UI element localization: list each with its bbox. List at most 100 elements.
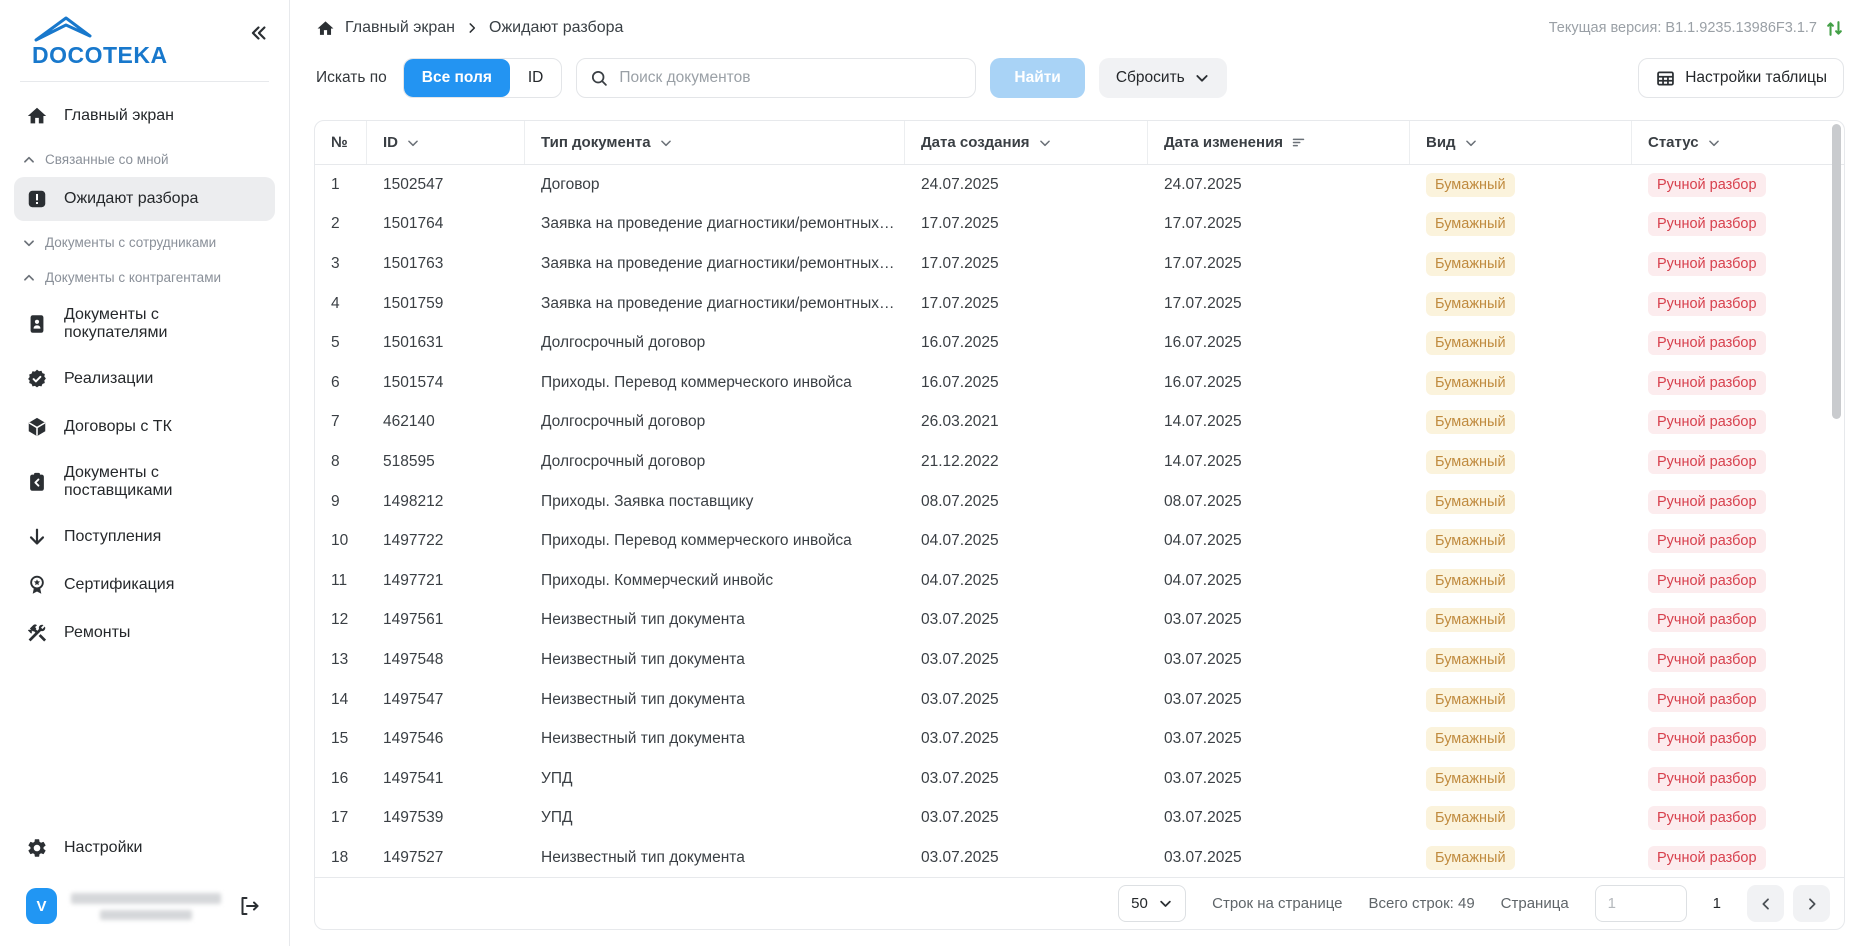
sidebar-item-pending[interactable]: Ожидают разбора [14, 177, 275, 221]
column-header-type[interactable]: Тип документа [525, 121, 905, 164]
page-input[interactable] [1594, 885, 1687, 922]
sidebar-section-related[interactable]: Связанные со мной [14, 140, 275, 175]
cell-num: 8 [331, 452, 340, 470]
cell-id: 1497527 [383, 848, 444, 866]
collapse-sidebar-icon[interactable] [247, 22, 269, 44]
sidebar-divider [20, 81, 269, 82]
cell-modified: 17.07.2025 [1164, 254, 1242, 272]
sidebar-section-contractors[interactable]: Документы с контрагентами [14, 258, 275, 293]
table-row[interactable]: 3 1501763 Заявка на проведение диагности… [315, 244, 1844, 284]
breadcrumb-home-icon[interactable] [316, 19, 335, 38]
gear-icon [26, 837, 48, 859]
cell-kind: Бумажный [1410, 251, 1632, 276]
cell-created: 03.07.2025 [921, 769, 999, 787]
sidebar-item-label: Сертификация [64, 576, 175, 593]
cell-status: Ручной разбор [1632, 251, 1844, 276]
version-info: Текущая версия: B1.1.9235.13986F3.1.7 [1549, 19, 1844, 38]
table-row[interactable]: 9 1498212 Приходы. Заявка поставщику 08.… [315, 482, 1844, 522]
cell-num: 17 [331, 809, 349, 827]
column-header-created[interactable]: Дата создания [905, 121, 1148, 164]
cell-modified: 08.07.2025 [1164, 492, 1242, 510]
sidebar-item-label: Главный экран [64, 107, 175, 124]
page-size-select[interactable]: 50 [1118, 885, 1187, 922]
cell-kind: Бумажный [1410, 687, 1632, 712]
user-card[interactable]: V [14, 872, 275, 928]
sidebar-item-label: Договоры с ТК [64, 418, 172, 435]
table-row[interactable]: 14 1497547 Неизвестный тип документа 03.… [315, 680, 1844, 720]
cell-kind: Бумажный [1410, 766, 1632, 791]
status-badge: Ручной разбор [1648, 410, 1766, 435]
cell-id: 1497722 [383, 532, 444, 550]
cell-created: 17.07.2025 [921, 254, 999, 272]
table-row[interactable]: 5 1501631 Долгосрочный договор 16.07.202… [315, 323, 1844, 363]
cell-status: Ручной разбор [1632, 568, 1844, 593]
table-body: 1 1502547 Договор 24.07.2025 24.07.2025 … [315, 165, 1844, 877]
cell-num: 12 [331, 611, 349, 629]
table-row[interactable]: 15 1497546 Неизвестный тип документа 03.… [315, 719, 1844, 759]
column-header-id[interactable]: ID [367, 121, 525, 164]
search-mode-toggle: Все поля ID [402, 58, 563, 98]
chevron-down-icon [408, 139, 418, 146]
cell-created: 03.07.2025 [921, 730, 999, 748]
sidebar-section-employees[interactable]: Документы с сотрудниками [14, 223, 275, 258]
sidebar-item-home[interactable]: Главный экран [14, 94, 275, 138]
table-row[interactable]: 18 1497527 Неизвестный тип документа 03.… [315, 838, 1844, 877]
find-button[interactable]: Найти [990, 58, 1085, 98]
column-header-num: № [315, 121, 367, 164]
sidebar-item-sales[interactable]: Реализации [14, 357, 275, 401]
table-row[interactable]: 11 1497721 Приходы. Коммерческий инвойс … [315, 561, 1844, 601]
cell-id: 462140 [383, 413, 435, 431]
table-row[interactable]: 4 1501759 Заявка на проведение диагности… [315, 284, 1844, 324]
sidebar: DOCOTEKA Главный экран Связанные со мной О… [0, 0, 290, 946]
cell-num: 7 [331, 413, 340, 431]
sidebar-item-buyers[interactable]: Документы с покупателями [14, 295, 275, 353]
status-badge: Ручной разбор [1648, 647, 1766, 672]
table-settings-button[interactable]: Настройки таблицы [1638, 58, 1844, 98]
cell-type: Неизвестный тип документа [541, 690, 745, 708]
table-row[interactable]: 13 1497548 Неизвестный тип документа 03.… [315, 640, 1844, 680]
toggle-all-fields[interactable]: Все поля [403, 59, 510, 97]
version-swap-icon[interactable] [1825, 19, 1844, 38]
table-row[interactable]: 6 1501574 Приходы. Перевод коммерческого… [315, 363, 1844, 403]
cell-status: Ручной разбор [1632, 687, 1844, 712]
logo-text: DOCOTEKA [32, 42, 168, 68]
table-row[interactable]: 2 1501764 Заявка на проведение диагности… [315, 205, 1844, 245]
sidebar-item-tk-contracts[interactable]: Договоры с ТК [14, 405, 275, 449]
breadcrumb-item-current: Ожидают разбора [489, 19, 624, 36]
cell-created: 17.07.2025 [921, 215, 999, 233]
cell-modified: 03.07.2025 [1164, 769, 1242, 787]
table-row[interactable]: 12 1497561 Неизвестный тип документа 03.… [315, 601, 1844, 641]
table-row[interactable]: 8 518595 Долгосрочный договор 21.12.2022… [315, 442, 1844, 482]
sidebar-item-receipts[interactable]: Поступления [14, 515, 275, 559]
cell-modified: 16.07.2025 [1164, 334, 1242, 352]
sidebar-item-suppliers[interactable]: Документы с поставщиками [14, 453, 275, 511]
next-page-button[interactable] [1793, 885, 1830, 922]
status-badge: Ручной разбор [1648, 370, 1766, 395]
table-row[interactable]: 7 462140 Долгосрочный договор 26.03.2021… [315, 403, 1844, 443]
sidebar-item-settings[interactable]: Настройки [14, 826, 275, 870]
search-input[interactable] [576, 58, 977, 98]
chevron-down-icon [1160, 900, 1171, 907]
column-header-kind[interactable]: Вид [1410, 121, 1632, 164]
app-logo[interactable]: DOCOTEKA [32, 16, 168, 67]
sidebar-item-certification[interactable]: Сертификация [14, 563, 275, 607]
table-row[interactable]: 16 1497541 УПД 03.07.2025 03.07.2025 Бум… [315, 759, 1844, 799]
logout-icon[interactable] [235, 892, 263, 920]
table-scrollbar[interactable] [1832, 124, 1841, 419]
sidebar-item-repairs[interactable]: Ремонты [14, 611, 275, 655]
status-badge: Ручной разбор [1648, 489, 1766, 514]
table-row[interactable]: 10 1497722 Приходы. Перевод коммерческог… [315, 521, 1844, 561]
table-row[interactable]: 17 1497539 УПД 03.07.2025 03.07.2025 Бум… [315, 799, 1844, 839]
sidebar-nav: Главный экран Связанные со мной Ожидают ра… [14, 92, 275, 824]
cell-num: 5 [331, 334, 340, 352]
column-header-status[interactable]: Статус [1632, 121, 1844, 164]
cell-type: Приходы. Перевод коммерческого инвойса [541, 532, 852, 550]
table-row[interactable]: 1 1502547 Договор 24.07.2025 24.07.2025 … [315, 165, 1844, 205]
cell-status: Ручной разбор [1632, 212, 1844, 237]
reset-button[interactable]: Сбросить [1098, 58, 1227, 98]
breadcrumb-item-home[interactable]: Главный экран [345, 19, 456, 36]
prev-page-button[interactable] [1747, 885, 1784, 922]
cell-modified: 16.07.2025 [1164, 373, 1242, 391]
toggle-id[interactable]: ID [527, 69, 544, 86]
column-header-modified[interactable]: Дата изменения [1148, 121, 1410, 164]
